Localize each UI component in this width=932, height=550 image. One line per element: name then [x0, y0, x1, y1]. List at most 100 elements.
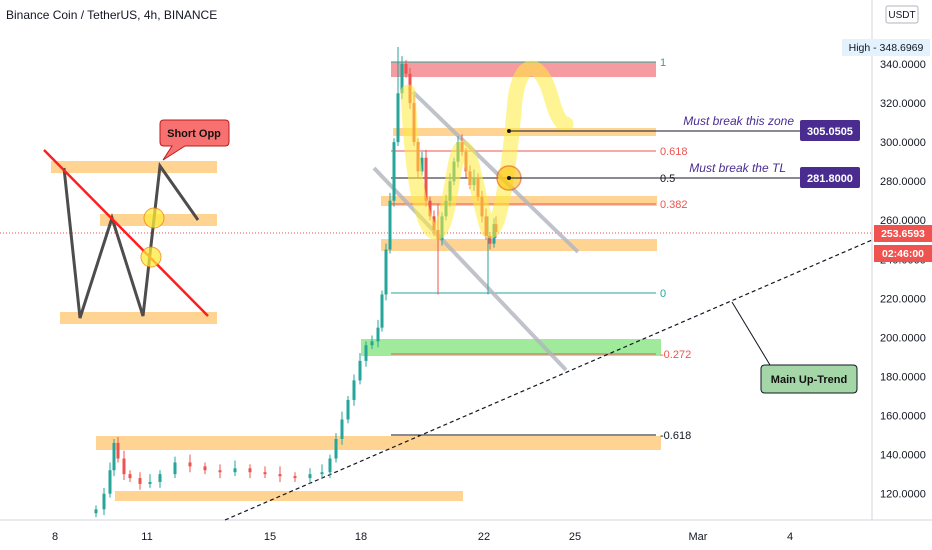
fib-label-0: 0: [660, 288, 666, 300]
price-tick-label: 340.0000: [880, 59, 926, 71]
candle-body: [233, 468, 237, 473]
candle-body: [188, 462, 192, 467]
w-top-zone: [51, 161, 217, 173]
candle-body: [420, 157, 424, 172]
candle-body: [376, 327, 380, 342]
projection-path: [400, 60, 574, 240]
price-tick-label: 120.0000: [880, 489, 926, 501]
chart-title: Binance Coin / TetherUS, 4h, BINANCE: [6, 8, 218, 22]
date-tick-label: 15: [264, 531, 276, 543]
candle-body: [352, 380, 356, 400]
candle-body: [94, 509, 98, 514]
price-tick-label: 300.0000: [880, 137, 926, 149]
breakout-circle-2: [140, 246, 162, 268]
candle-body: [122, 458, 126, 475]
tl-price-tag: [800, 167, 860, 188]
fib-label-neg0272: -0.272: [660, 349, 691, 361]
candle-body: [102, 493, 106, 510]
date-tick-label: 18: [355, 531, 367, 543]
fib-label-0618: 0.618: [660, 146, 688, 158]
w-pattern-line: [62, 161, 200, 319]
candle-body: [358, 360, 362, 381]
time-axis[interactable]: 8 11 15 18 22 25 Mar 4: [52, 531, 793, 543]
support-zone-148: [96, 436, 661, 450]
candle-body: [128, 474, 132, 479]
candle-body: [116, 442, 120, 459]
candle-body: [404, 63, 408, 74]
tl-price-text: 281.8000: [807, 173, 853, 185]
short-opp-label: Short Opp: [167, 128, 221, 140]
date-tick-label: Mar: [689, 531, 708, 543]
candle-body: [293, 476, 297, 479]
zone-connector-dot: [507, 129, 511, 133]
candle-body: [428, 200, 432, 217]
price-tick-label: 180.0000: [880, 372, 926, 384]
candle-body: [488, 235, 492, 244]
fib-label-0382: 0.382: [660, 199, 688, 211]
price-tick-label: 220.0000: [880, 293, 926, 305]
candle-body: [380, 294, 384, 328]
candle-body: [424, 157, 428, 201]
candle-body: [108, 470, 112, 494]
supply-zone-305: [393, 128, 656, 136]
date-tick-label: 11: [141, 531, 152, 543]
must-break-zone-text: Must break this zone: [683, 114, 794, 128]
date-tick-label: 25: [569, 531, 581, 543]
candle-body: [346, 399, 350, 420]
upper-channel-line: [411, 90, 580, 254]
date-tick-label: 8: [52, 531, 58, 543]
support-zone-118: [115, 491, 463, 501]
price-axis[interactable]: 340.0000 320.0000 300.0000 280.0000 260.0000…: [880, 59, 926, 501]
candle-body: [148, 481, 152, 484]
price-tick-label: 200.0000: [880, 332, 926, 344]
w-descending-trendline: [43, 149, 209, 317]
short-opp-callout: [159, 119, 230, 161]
candle-body: [203, 466, 207, 471]
main-uptrend-line: [224, 239, 873, 521]
supply-zone-268: [381, 196, 657, 206]
fib-label-05: 0.5: [660, 173, 675, 185]
candle-body: [263, 472, 267, 475]
candle-body: [320, 472, 324, 475]
must-break-tl-text: Must break the TL: [689, 161, 786, 175]
breakout-circle-1: [143, 207, 165, 229]
main-uptrend-callout: [731, 301, 858, 394]
candle-body: [218, 470, 222, 473]
last-price-text: 253.6593: [881, 228, 925, 240]
price-tick-label: 260.0000: [880, 215, 926, 227]
price-tick-label: 280.0000: [880, 176, 926, 188]
currency-label: USDT: [888, 10, 915, 21]
fib-label-1: 1: [660, 57, 666, 69]
demand-zone: [361, 339, 661, 356]
candle-body: [334, 439, 338, 459]
candle-body: [138, 478, 142, 484]
price-tick-label: 320.0000: [880, 98, 926, 110]
price-tick-label: 140.0000: [880, 450, 926, 462]
candle-body: [328, 458, 332, 473]
candle-body: [158, 474, 162, 482]
zone-price-text: 305.0505: [807, 126, 853, 138]
countdown-text: 02:46:00: [882, 248, 924, 260]
main-uptrend-label: Main Up-Trend: [771, 374, 847, 386]
last-price-tag: [874, 225, 932, 242]
countdown-tag: [874, 245, 932, 262]
high-tag: [842, 39, 930, 56]
candle-body: [248, 468, 252, 473]
candle-body: [388, 200, 392, 250]
currency-badge[interactable]: [885, 5, 919, 24]
price-tick-label: 160.0000: [880, 411, 926, 423]
candle-body: [112, 442, 116, 471]
candle-body: [173, 462, 177, 475]
candle-body: [308, 474, 312, 479]
date-tick-label: 4: [787, 531, 793, 543]
candle-body: [370, 341, 374, 346]
lower-channel-line: [372, 166, 568, 372]
candle-body: [364, 345, 368, 361]
date-tick-label: 22: [478, 531, 490, 543]
candle-body: [400, 63, 404, 94]
support-zone-245: [381, 239, 657, 251]
candle-body: [278, 474, 282, 477]
candle-body: [340, 419, 344, 440]
candle-body: [384, 249, 388, 295]
